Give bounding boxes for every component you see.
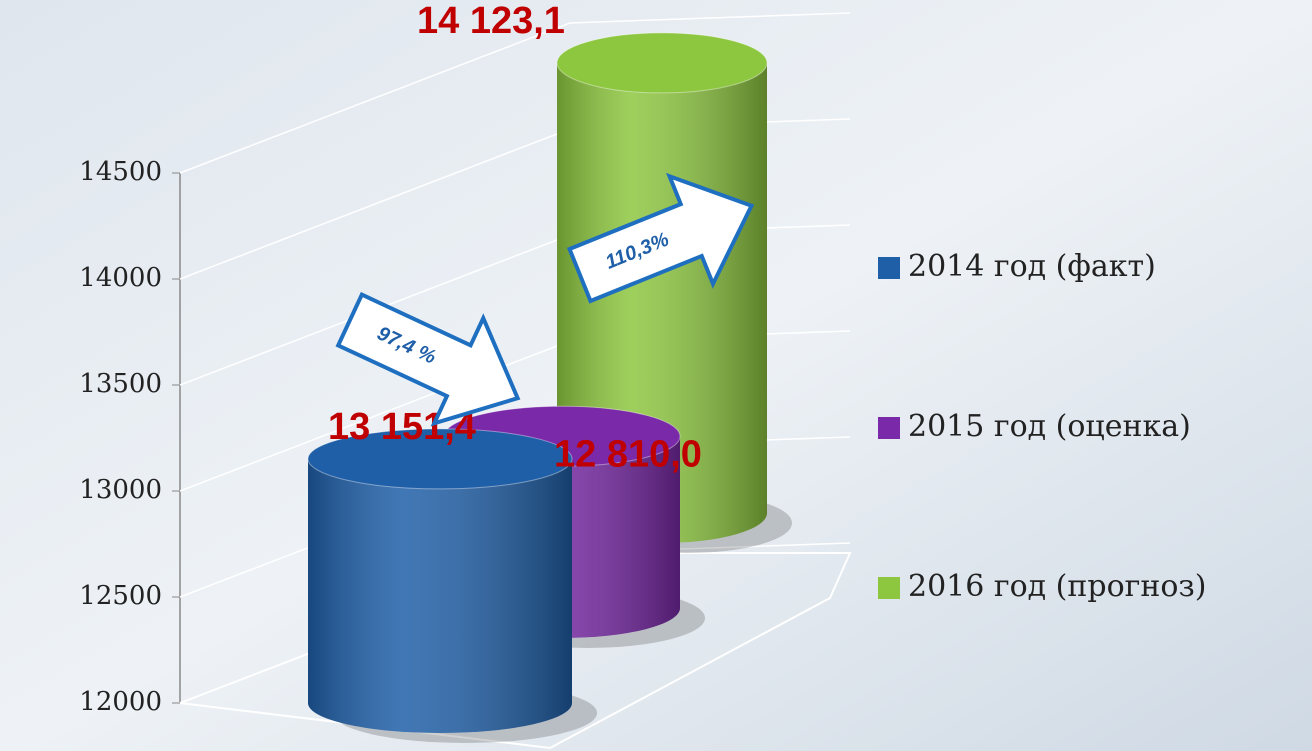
cylinder: [307, 428, 597, 743]
y-tick-label: 14500: [79, 157, 162, 187]
cylinder-shade: [308, 458, 572, 733]
arrow-shape: [566, 172, 755, 304]
value-label: 14 123,1: [417, 0, 565, 42]
arrow: 97,4 %: [335, 291, 521, 427]
arrow-shape: [335, 291, 521, 427]
legend-label: 2015 год (оценка): [908, 409, 1191, 444]
legend-label: 2016 год (прогноз): [908, 569, 1206, 604]
grid-line: [569, 12, 851, 24]
y-tick-label: 12000: [79, 687, 162, 717]
cylinder-top: [307, 428, 573, 490]
grid-line: [179, 22, 571, 174]
y-tick-label: 13000: [79, 475, 162, 505]
legend-label: 2014 год (факт): [908, 249, 1156, 284]
arrow: 110,3%: [566, 172, 755, 304]
grid-line: [179, 128, 571, 280]
legend-swatch: [878, 417, 900, 439]
legend-swatch: [878, 577, 900, 599]
y-tick-label: 13500: [79, 369, 162, 399]
cylinder-top: [556, 32, 768, 94]
y-tick-label: 12500: [79, 581, 162, 611]
y-tick-label: 14000: [79, 263, 162, 293]
legend-swatch: [878, 257, 900, 279]
value-label: 12 810,0: [554, 433, 702, 475]
